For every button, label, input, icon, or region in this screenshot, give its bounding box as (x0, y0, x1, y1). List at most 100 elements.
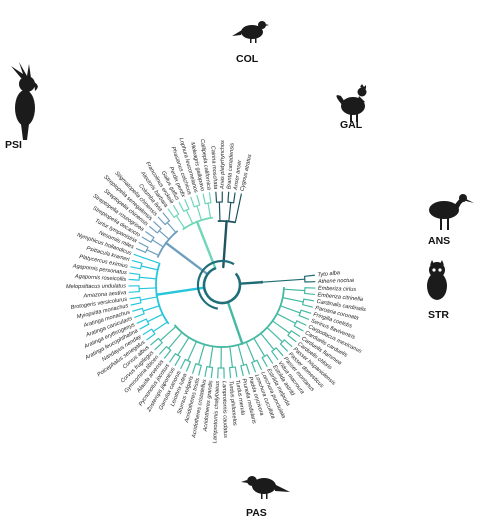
stem-pas (226, 300, 244, 345)
internal-branch (177, 336, 190, 356)
tip-branch (240, 365, 244, 377)
tip-label: Acridotheres grandis (202, 380, 214, 433)
owl-silhouette-icon (427, 260, 447, 300)
internal-branch (139, 296, 158, 301)
tip-branch (204, 366, 208, 378)
tip-branch (128, 278, 140, 281)
clade-arc-pas (173, 287, 285, 348)
duck-silhouette-icon (429, 194, 474, 230)
internal-branch (140, 265, 159, 271)
tip-label: Cairina moschata (209, 146, 218, 190)
tip-branch (192, 363, 197, 374)
pigeon-silhouette-icon (232, 21, 269, 43)
tip-branch (178, 201, 185, 212)
tip-label: Cygnus atratus (240, 154, 254, 192)
internal-branch (218, 201, 221, 222)
tip-branch (210, 366, 214, 378)
tip-branch (180, 358, 186, 369)
tip-label: Agapornis roseicollis (74, 274, 127, 283)
tip-branch (146, 333, 156, 341)
order-label-str: STR (428, 309, 449, 321)
tip-branch (130, 266, 142, 270)
tip-branch (296, 320, 307, 326)
tip-branch (279, 343, 289, 352)
cockatoo-silhouette-icon (11, 62, 38, 140)
tip-branch (245, 363, 250, 375)
tip-branch (136, 318, 147, 324)
tip-branch (234, 366, 238, 378)
internal-branch (167, 331, 183, 350)
tip-label: Lamprotornis chalybaeus (212, 381, 221, 444)
order-label-psi: PSI (5, 139, 22, 151)
tip-branch (283, 339, 293, 348)
tip-branch (271, 350, 279, 361)
internal-branch (159, 325, 177, 342)
tip-branch (167, 208, 175, 218)
tip-branch (184, 199, 190, 210)
internal-branch (185, 209, 194, 225)
tip-branch (134, 313, 145, 318)
tip-branch (154, 342, 163, 351)
tip-label: Anser anser (233, 159, 243, 192)
internal-branch (142, 257, 161, 264)
root-arc-inner (196, 259, 235, 310)
tip-branch (129, 296, 141, 300)
tip-branch (169, 353, 176, 363)
internal-branch (271, 320, 291, 334)
tip-label: Anas platyrhynchos (220, 140, 226, 190)
tip-branch (251, 361, 256, 373)
rooster-silhouette-icon (336, 84, 367, 122)
stem-ans (222, 219, 228, 269)
tip-branch (198, 364, 202, 376)
tip-branch (162, 212, 171, 222)
tip-branch (190, 196, 195, 208)
internal-branch (282, 297, 304, 303)
internal-branch (229, 345, 234, 368)
tip-branch (303, 274, 316, 277)
tip-branch (142, 328, 153, 336)
tip-label: Melopsittacus undulatus (66, 283, 126, 290)
internal-branch (196, 205, 203, 221)
order-label-pas: PAS (246, 507, 267, 519)
internal-branch (142, 305, 160, 312)
tip-branch (275, 347, 284, 357)
tip-branch (163, 349, 172, 359)
tip-label: Turdus merula (234, 379, 246, 415)
tip-label: Athene noctua (317, 278, 354, 285)
internal-branch (187, 340, 198, 362)
stem-col (164, 241, 209, 276)
tip-branch (256, 359, 262, 370)
tip-branch (196, 194, 201, 206)
internal-branch (209, 345, 214, 368)
tip-branch (261, 357, 268, 367)
tip-branch (129, 272, 141, 276)
root-arc (202, 266, 242, 305)
tree-branches (128, 191, 316, 379)
internal-branch (237, 344, 245, 366)
internal-branch (261, 278, 306, 283)
stem-psi (155, 286, 206, 296)
tip-branch (150, 337, 160, 346)
internal-branch (151, 239, 164, 248)
tip-branch (128, 290, 140, 293)
tip-branch (138, 242, 149, 248)
internal-branch (207, 202, 212, 219)
songbird-silhouette-icon (241, 476, 290, 499)
tip-label: Emberiza citrinella (317, 292, 363, 303)
internal-branch (260, 332, 275, 351)
order-label-ans: ANS (428, 235, 450, 247)
internal-branch (166, 222, 177, 233)
tip-branch (202, 193, 206, 205)
tip-branch (131, 260, 143, 264)
internal-branch (279, 305, 301, 314)
internal-branch (146, 313, 164, 323)
tip-branch (233, 192, 236, 204)
tip-branch (145, 231, 155, 239)
internal-branch (283, 288, 306, 292)
internal-branch (253, 337, 266, 357)
stem-str (238, 280, 264, 285)
internal-branch (138, 276, 157, 280)
internal-branch (152, 321, 168, 333)
